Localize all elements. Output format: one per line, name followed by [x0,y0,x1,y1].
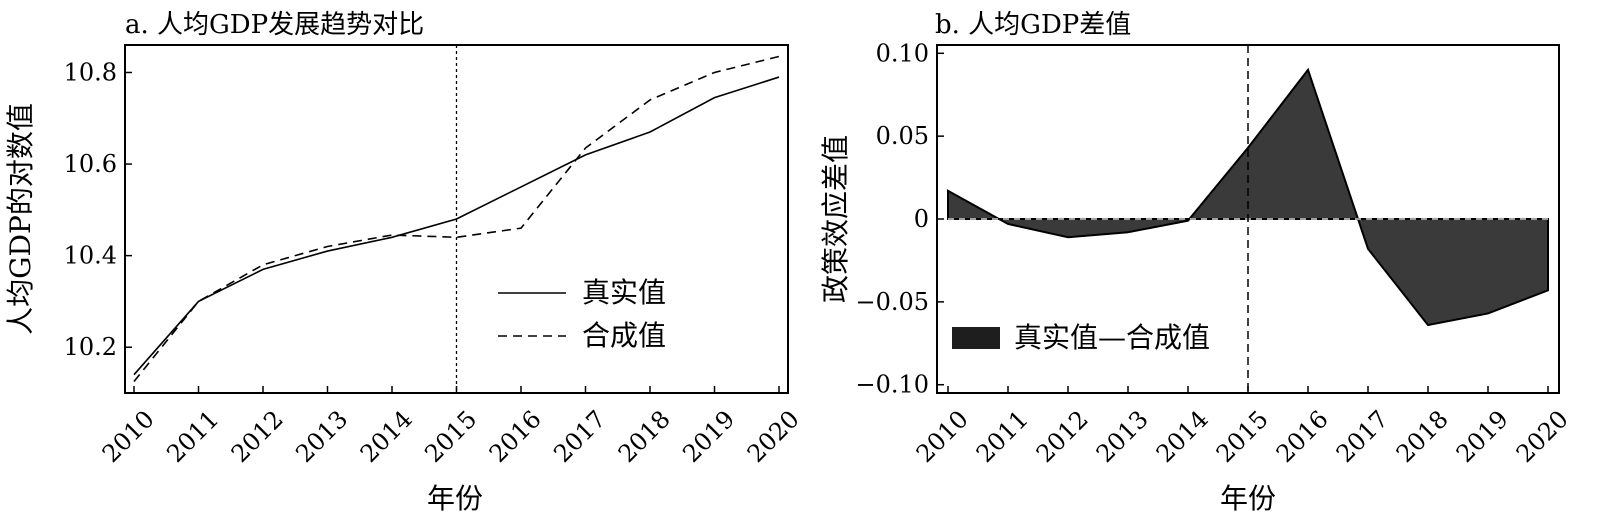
x-tick-label: 2010 [911,405,974,468]
x-tick-label: 2017 [548,405,611,468]
y-tick-label: 10.6 [64,150,117,178]
panel-a-y-label: 人均GDP的对数值 [4,103,37,335]
legend-label-synthetic: 合成值 [582,319,666,352]
panel-a-series [133,55,780,383]
panel-a-legend: 真实值 合成值 [498,276,666,352]
panel-b-x-ticks: 2010201120122013201420152016201720182019… [911,386,1574,468]
x-tick-label: 2012 [226,405,289,468]
y-tick-label: 0.05 [876,122,929,150]
x-tick-label: 2013 [1091,405,1154,468]
x-tick-label: 2011 [161,405,224,468]
panel-b-series [947,67,1549,327]
x-tick-label: 2012 [1031,405,1094,468]
panel-a-y-ticks: 10.2 10.4 10.6 10.8 [64,58,132,361]
x-tick-label: 2013 [290,405,353,468]
x-tick-label: 2014 [1151,405,1214,468]
x-tick-label: 2015 [1211,405,1274,468]
x-tick-label: 2020 [742,405,805,468]
panel-b-title: b. 人均GDP差值 [935,10,1131,40]
x-tick-label: 2016 [484,405,547,468]
x-tick-label: 2019 [677,405,740,468]
x-tick-label: 2011 [971,405,1034,468]
y-tick-label: 10.8 [64,58,117,86]
difference-area [947,67,1549,327]
x-tick-label: 2017 [1331,405,1394,468]
legend-label-actual: 真实值 [582,276,666,309]
series-line-actual [133,76,780,376]
series-line-synthetic [133,55,780,383]
panel-b-y-label: 政策效应差值 [819,135,852,303]
y-tick-label: 10.2 [64,333,117,361]
legend-filled-swatch [952,327,1000,349]
x-tick-label: 2019 [1451,405,1514,468]
panel-b-y-ticks: −0.10 −0.05 0 0.05 0.10 [855,39,944,399]
y-tick-label: −0.10 [855,371,929,399]
x-tick-label: 2015 [419,405,482,468]
panel-b-legend: 真实值—合成值 [952,321,1210,354]
x-tick-label: 2018 [1391,405,1454,468]
x-tick-label: 2010 [97,405,160,468]
panel-a: a. 人均GDP发展趋势对比 2010 2011 2012 2013 2014 2015 2… [4,10,805,515]
y-tick-label: −0.05 [855,288,929,316]
x-tick-label: 2018 [613,405,676,468]
panel-b-x-label: 年份 [1220,482,1276,515]
panel-a-x-label: 年份 [427,482,483,515]
y-tick-label: 10.4 [64,242,117,270]
panel-a-x-ticks: 2010 2011 2012 2013 2014 2015 2016 2017 2018 2019… [97,386,805,468]
x-tick-label: 2020 [1511,405,1574,468]
panel-a-title: a. 人均GDP发展趋势对比 [125,10,424,40]
legend-label-difference: 真实值—合成值 [1014,321,1210,354]
panel-b: b. 人均GDP差值 20102011201220132014201520162… [819,10,1574,515]
x-tick-label: 2016 [1271,405,1334,468]
y-tick-label: 0.10 [876,39,929,67]
x-tick-label: 2014 [355,405,418,468]
y-tick-label: 0 [914,205,929,233]
